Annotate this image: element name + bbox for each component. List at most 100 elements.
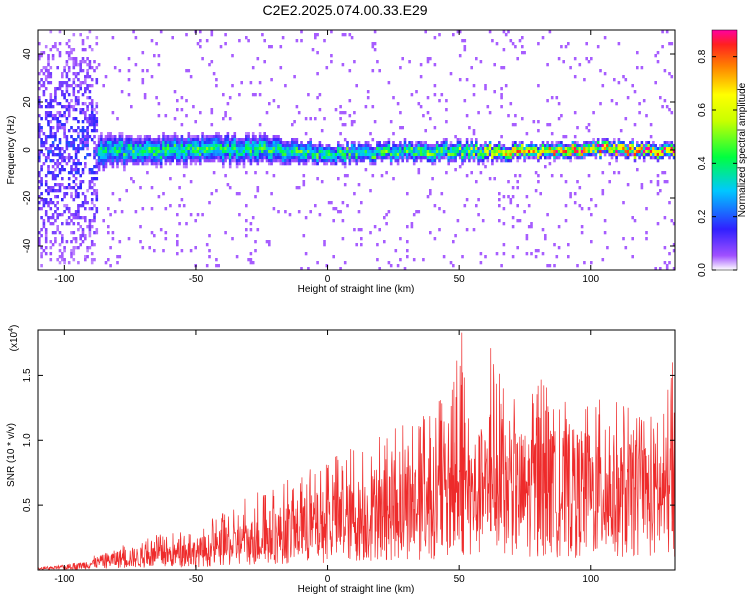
heatmap-cell (159, 141, 163, 145)
heatmap-cell (484, 150, 487, 154)
heatmap-cell (86, 132, 89, 136)
heatmap-cell (484, 87, 487, 91)
heatmap-cell (210, 33, 214, 37)
heatmap-cell (61, 177, 64, 181)
heatmap-cell (58, 243, 62, 247)
heatmap-cell (44, 78, 48, 82)
heatmap-cell (318, 213, 322, 217)
heatmap-cell (226, 144, 230, 148)
heatmap-cell (231, 147, 234, 151)
heatmap-cell (323, 240, 326, 244)
heatmap-cell (268, 144, 271, 148)
heatmap-cell (346, 150, 349, 154)
heatmap-cell (70, 156, 73, 160)
heatmap-cell (645, 114, 648, 118)
heatmap-cell (583, 153, 586, 157)
heatmap-cell (426, 147, 430, 151)
heatmap-cell (164, 135, 168, 139)
heatmap-cell (376, 258, 379, 262)
heatmap-cell (649, 135, 653, 139)
heatmap-cell (613, 153, 616, 157)
heatmap-cell (399, 156, 402, 160)
heatmap-cell (210, 147, 214, 151)
heatmap-cell (63, 168, 66, 172)
heatmap-cell (254, 138, 257, 142)
heatmap-cell (86, 69, 89, 73)
heatmap-cell (247, 135, 250, 139)
heatmap-cell (569, 147, 572, 151)
heatmap-cell (74, 162, 78, 166)
heatmap-cell (463, 144, 467, 148)
heatmap-cell (249, 228, 253, 232)
heatmap-cell (155, 165, 158, 169)
heatmap-cell (394, 147, 398, 151)
heatmap-cell (256, 138, 260, 142)
heatmap-cell (415, 153, 418, 157)
heatmap-cell (488, 153, 492, 157)
heatmap-cell (337, 141, 340, 145)
heatmap-cell (164, 147, 168, 151)
heatmap-cell (456, 150, 460, 154)
heatmap-cell (300, 144, 303, 148)
heatmap-cell (320, 144, 324, 148)
heatmap-cell (270, 144, 273, 148)
heatmap-cell (38, 186, 41, 190)
heatmap-cell (477, 111, 480, 115)
heatmap-cell (44, 75, 48, 79)
heatmap-cell (610, 99, 614, 103)
heatmap-cell (661, 144, 664, 148)
heatmap-cell (578, 147, 582, 151)
heatmap-cell (426, 150, 430, 154)
heatmap-cell (63, 105, 66, 109)
heatmap-cell (146, 138, 149, 142)
heatmap-cell (433, 126, 437, 130)
heatmap-cell (481, 156, 485, 160)
heatmap-cell (640, 186, 644, 190)
heatmap-cell (507, 159, 510, 163)
heatmap-cell (74, 117, 78, 121)
heatmap-cell (111, 135, 115, 139)
colorbar-gradient (711, 29, 738, 271)
heatmap-cell (40, 165, 43, 169)
heatmap-cell (571, 144, 575, 148)
heatmap-cell (447, 156, 450, 160)
heatmap-cell (38, 123, 41, 127)
heatmap-cell (583, 147, 586, 151)
heatmap-cell (254, 240, 257, 244)
heatmap-cell (61, 90, 64, 94)
heatmap-cell (608, 150, 611, 154)
heatmap-cell (38, 57, 41, 61)
heatmap-cell (173, 141, 177, 145)
heatmap-cell (631, 237, 634, 241)
heatmap-cell (383, 156, 386, 160)
heatmap-cell (330, 147, 333, 151)
heatmap-cell (132, 159, 135, 163)
heatmap-cell (47, 69, 50, 73)
heatmap-cell (465, 141, 469, 145)
heatmap-cell (564, 156, 568, 160)
heatmap-cell (557, 57, 561, 61)
heatmap-cell (603, 147, 607, 151)
heatmap-cell (70, 231, 73, 235)
heatmap-cell (153, 156, 156, 160)
heatmap-cell (475, 180, 478, 184)
heatmap-cell (90, 102, 94, 106)
heatmap-cell (224, 135, 227, 139)
heatmap-cell (456, 147, 460, 151)
heatmap-cell (534, 255, 538, 259)
heatmap-cell (113, 150, 117, 154)
heatmap-cell (320, 180, 324, 184)
heatmap-cell (51, 141, 55, 145)
heatmap-cell (49, 246, 53, 250)
heatmap-cell (564, 219, 568, 223)
heatmap-cell (376, 243, 379, 247)
heatmap-cell (150, 141, 154, 145)
heatmap-cell (525, 132, 529, 136)
heatmap-cell (521, 45, 524, 49)
heatmap-cell (58, 114, 62, 118)
heatmap-cell (576, 141, 579, 145)
heatmap-cell (187, 156, 191, 160)
heatmap-cell (546, 156, 549, 160)
heatmap-cell (84, 237, 87, 241)
heatmap-cell (288, 213, 292, 217)
